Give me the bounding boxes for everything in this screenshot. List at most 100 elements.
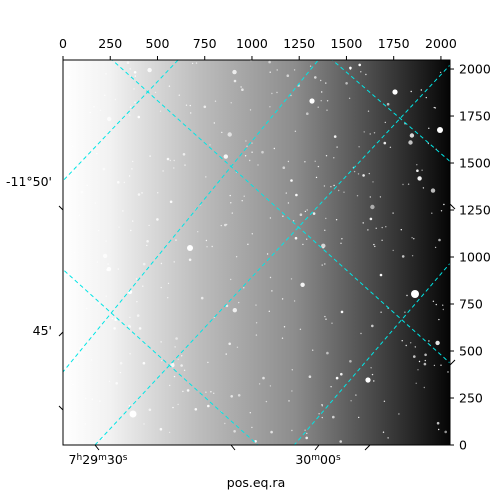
star — [104, 94, 106, 97]
star — [186, 389, 190, 392]
star — [188, 258, 192, 262]
star — [247, 243, 249, 245]
star — [411, 255, 414, 257]
star — [414, 346, 416, 348]
star — [175, 337, 178, 340]
right-tick-label: 2000 — [459, 62, 491, 77]
star — [340, 242, 342, 244]
star — [324, 229, 326, 231]
dec-tick-label-2: 45' — [33, 323, 52, 338]
star — [172, 362, 175, 365]
star — [371, 373, 374, 376]
star — [444, 430, 448, 434]
star — [321, 416, 323, 419]
star — [309, 65, 312, 67]
star — [380, 311, 382, 313]
star — [85, 349, 88, 351]
star — [147, 67, 152, 73]
star — [425, 96, 427, 99]
star — [438, 318, 440, 321]
star — [122, 210, 124, 212]
star — [372, 181, 374, 183]
star — [117, 181, 120, 184]
star — [410, 342, 412, 344]
star — [417, 176, 422, 181]
star — [129, 114, 131, 116]
star — [306, 238, 308, 240]
star — [363, 131, 365, 133]
star — [249, 159, 251, 162]
star — [225, 353, 227, 355]
star — [137, 115, 141, 119]
star — [291, 429, 293, 432]
star — [213, 122, 215, 124]
coordinate-grid — [63, 60, 450, 445]
star — [142, 285, 144, 287]
star — [439, 71, 442, 74]
bright-star — [365, 377, 371, 383]
star — [440, 210, 443, 212]
star — [134, 101, 136, 104]
star — [283, 326, 286, 328]
star — [325, 82, 327, 84]
star — [159, 110, 162, 112]
star — [141, 192, 143, 194]
star — [182, 153, 186, 156]
star — [332, 415, 335, 419]
star — [262, 376, 265, 380]
star — [130, 229, 132, 232]
star — [128, 175, 131, 177]
star — [106, 268, 109, 272]
star — [251, 151, 253, 153]
star — [224, 223, 227, 227]
star — [249, 412, 251, 414]
star — [269, 276, 272, 279]
ra-tick-label-1: 7h29m30s — [69, 452, 128, 467]
star — [132, 160, 134, 163]
star — [228, 342, 231, 346]
star — [93, 106, 95, 108]
star — [72, 384, 74, 386]
star — [304, 429, 306, 431]
star — [160, 262, 163, 265]
star — [321, 243, 326, 248]
x-axis-label: pos.eq.ra — [227, 475, 285, 490]
star — [424, 353, 427, 357]
star — [427, 142, 430, 145]
star — [230, 202, 232, 204]
star — [266, 253, 269, 255]
top-tick-label: 250 — [98, 36, 122, 51]
star — [129, 353, 131, 355]
top-tick-label: 0 — [59, 36, 67, 51]
top-tick-label: 500 — [146, 36, 170, 51]
star — [159, 427, 163, 431]
star — [411, 237, 413, 239]
star — [416, 164, 418, 166]
bright-star — [129, 410, 137, 418]
star — [349, 360, 352, 363]
star — [321, 264, 323, 266]
star — [338, 189, 340, 192]
star — [160, 341, 162, 343]
star — [105, 73, 107, 75]
star — [167, 297, 169, 299]
star — [169, 200, 173, 204]
star — [142, 361, 146, 365]
star — [205, 239, 208, 242]
star — [314, 76, 317, 79]
star — [227, 132, 232, 137]
star — [434, 107, 437, 109]
star — [238, 301, 240, 304]
star — [230, 395, 233, 398]
star — [362, 222, 364, 224]
star — [114, 98, 117, 101]
star — [330, 386, 332, 388]
star — [285, 192, 287, 194]
star — [435, 303, 437, 306]
star — [290, 278, 293, 280]
star — [123, 181, 126, 184]
star-field — [63, 60, 449, 443]
star — [404, 311, 406, 313]
star — [381, 226, 383, 229]
star — [133, 88, 135, 90]
